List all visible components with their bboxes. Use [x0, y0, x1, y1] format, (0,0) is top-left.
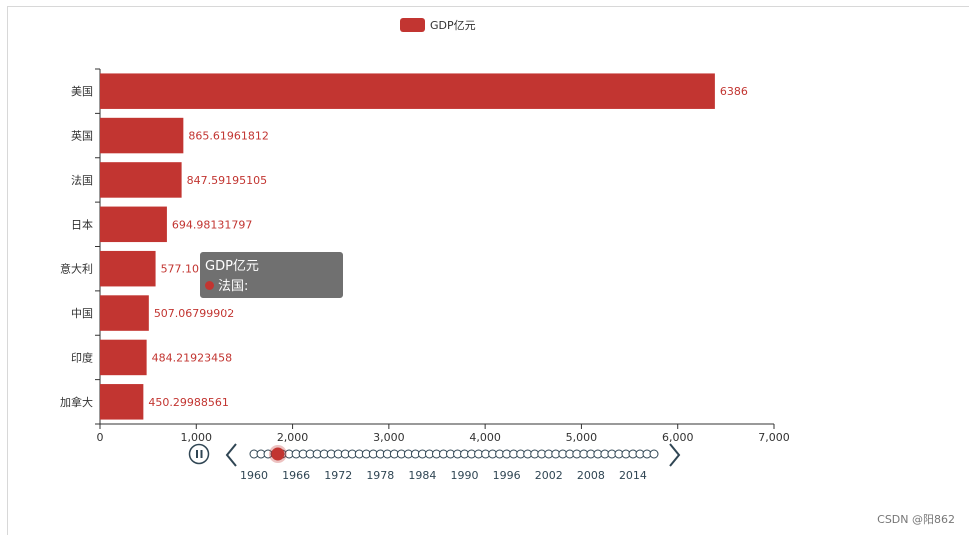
bar-value-label: 6386 [720, 85, 748, 98]
bar-value-label: 865.61961812 [188, 130, 268, 143]
bar[interactable] [100, 117, 184, 154]
tooltip-row: 法国: 847.59195105 [205, 277, 343, 317]
x-tick-label: 2,000 [277, 431, 309, 444]
bar-value-label: 507.06799902 [154, 307, 234, 320]
y-category-label: 日本 [71, 217, 93, 231]
timeline-year-label: 1960 [240, 469, 268, 482]
timeline-year-label: 1978 [366, 469, 394, 482]
tooltip-series-dot [205, 281, 214, 290]
y-category-label: 加拿大 [60, 395, 93, 409]
x-tick-label: 7,000 [758, 431, 790, 444]
tooltip-text: 法国: 847.59195105 [205, 279, 301, 314]
bar[interactable] [100, 162, 182, 198]
y-category-label: 英国 [71, 129, 93, 143]
x-tick-label: 1,000 [181, 431, 213, 444]
bar[interactable] [100, 206, 167, 243]
x-tick-label: 4,000 [469, 431, 501, 444]
y-category-label: 意大利 [60, 262, 93, 276]
x-tick-label: 5,000 [566, 431, 598, 444]
legend-swatch[interactable] [400, 18, 425, 32]
timeline-year-label: 2008 [577, 469, 605, 482]
x-tick-label: 6,000 [662, 431, 694, 444]
timeline-year-label: 1984 [408, 469, 436, 482]
pause-icon-bar [196, 450, 198, 458]
bar-value-label: 847.59195105 [187, 174, 267, 187]
timeline-year-label: 2002 [535, 469, 563, 482]
bar[interactable] [100, 250, 156, 287]
y-category-label: 美国 [71, 85, 93, 98]
chart-tooltip: GDP亿元 法国: 847.59195105 [199, 251, 344, 314]
timeline-current-marker[interactable] [271, 447, 285, 461]
timeline-year-label: 1990 [451, 469, 479, 482]
chevron-left-icon[interactable] [225, 443, 237, 467]
tooltip-title: GDP亿元 [205, 259, 259, 274]
timeline-year-label: 1972 [324, 469, 352, 482]
y-category-label: 法国 [71, 173, 93, 187]
chart-frame [7, 6, 969, 535]
bar[interactable] [100, 339, 147, 376]
bar[interactable] [100, 295, 149, 331]
pause-button[interactable] [188, 443, 210, 465]
bar-value-label: 484.21923458 [152, 351, 232, 364]
timeline-year-label: 2014 [619, 469, 647, 482]
chevron-right-icon[interactable] [669, 443, 681, 467]
bar-value-label: 694.98131797 [172, 218, 252, 231]
timeline-year-label: 1996 [493, 469, 521, 482]
bar-value-label: 450.29988561 [148, 396, 228, 409]
x-tick-label: 3,000 [373, 431, 405, 444]
legend-label: GDP亿元 [430, 19, 476, 32]
timeline-year-label: 1966 [282, 469, 310, 482]
timeline-dot[interactable] [649, 449, 659, 459]
bar[interactable] [100, 73, 715, 109]
x-tick-label: 0 [97, 431, 104, 444]
bar[interactable] [100, 384, 144, 420]
y-category-label: 中国 [71, 307, 93, 320]
pause-icon-bar [200, 450, 203, 458]
watermark: CSDN @阳862 [877, 513, 955, 526]
y-category-label: 印度 [71, 350, 93, 364]
bar-value-label: 577.10 [161, 263, 200, 276]
